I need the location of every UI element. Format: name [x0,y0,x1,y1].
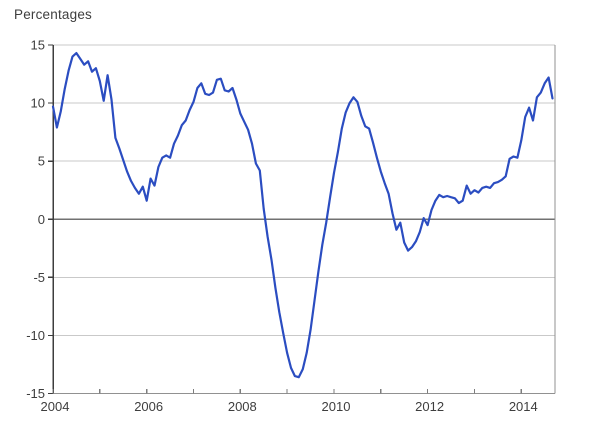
x-tick-label: 2008 [228,399,257,414]
y-tick-label: -15 [26,386,45,401]
data-line [51,51,554,379]
x-tick-label: 2012 [415,399,444,414]
y-tick-label: 5 [38,154,45,169]
y-tick-label: 15 [31,38,45,53]
x-tick-label: 2006 [134,399,163,414]
chart-title: Percentages [14,7,92,22]
x-tick-label: 2014 [509,399,538,414]
y-tick-label: -5 [33,270,45,285]
x-tick-label: 2004 [41,399,70,414]
y-tick-label: 10 [31,96,45,111]
x-tick-label: 2010 [322,399,351,414]
y-tick-label: -10 [26,328,45,343]
y-tick-label: 0 [38,212,45,227]
